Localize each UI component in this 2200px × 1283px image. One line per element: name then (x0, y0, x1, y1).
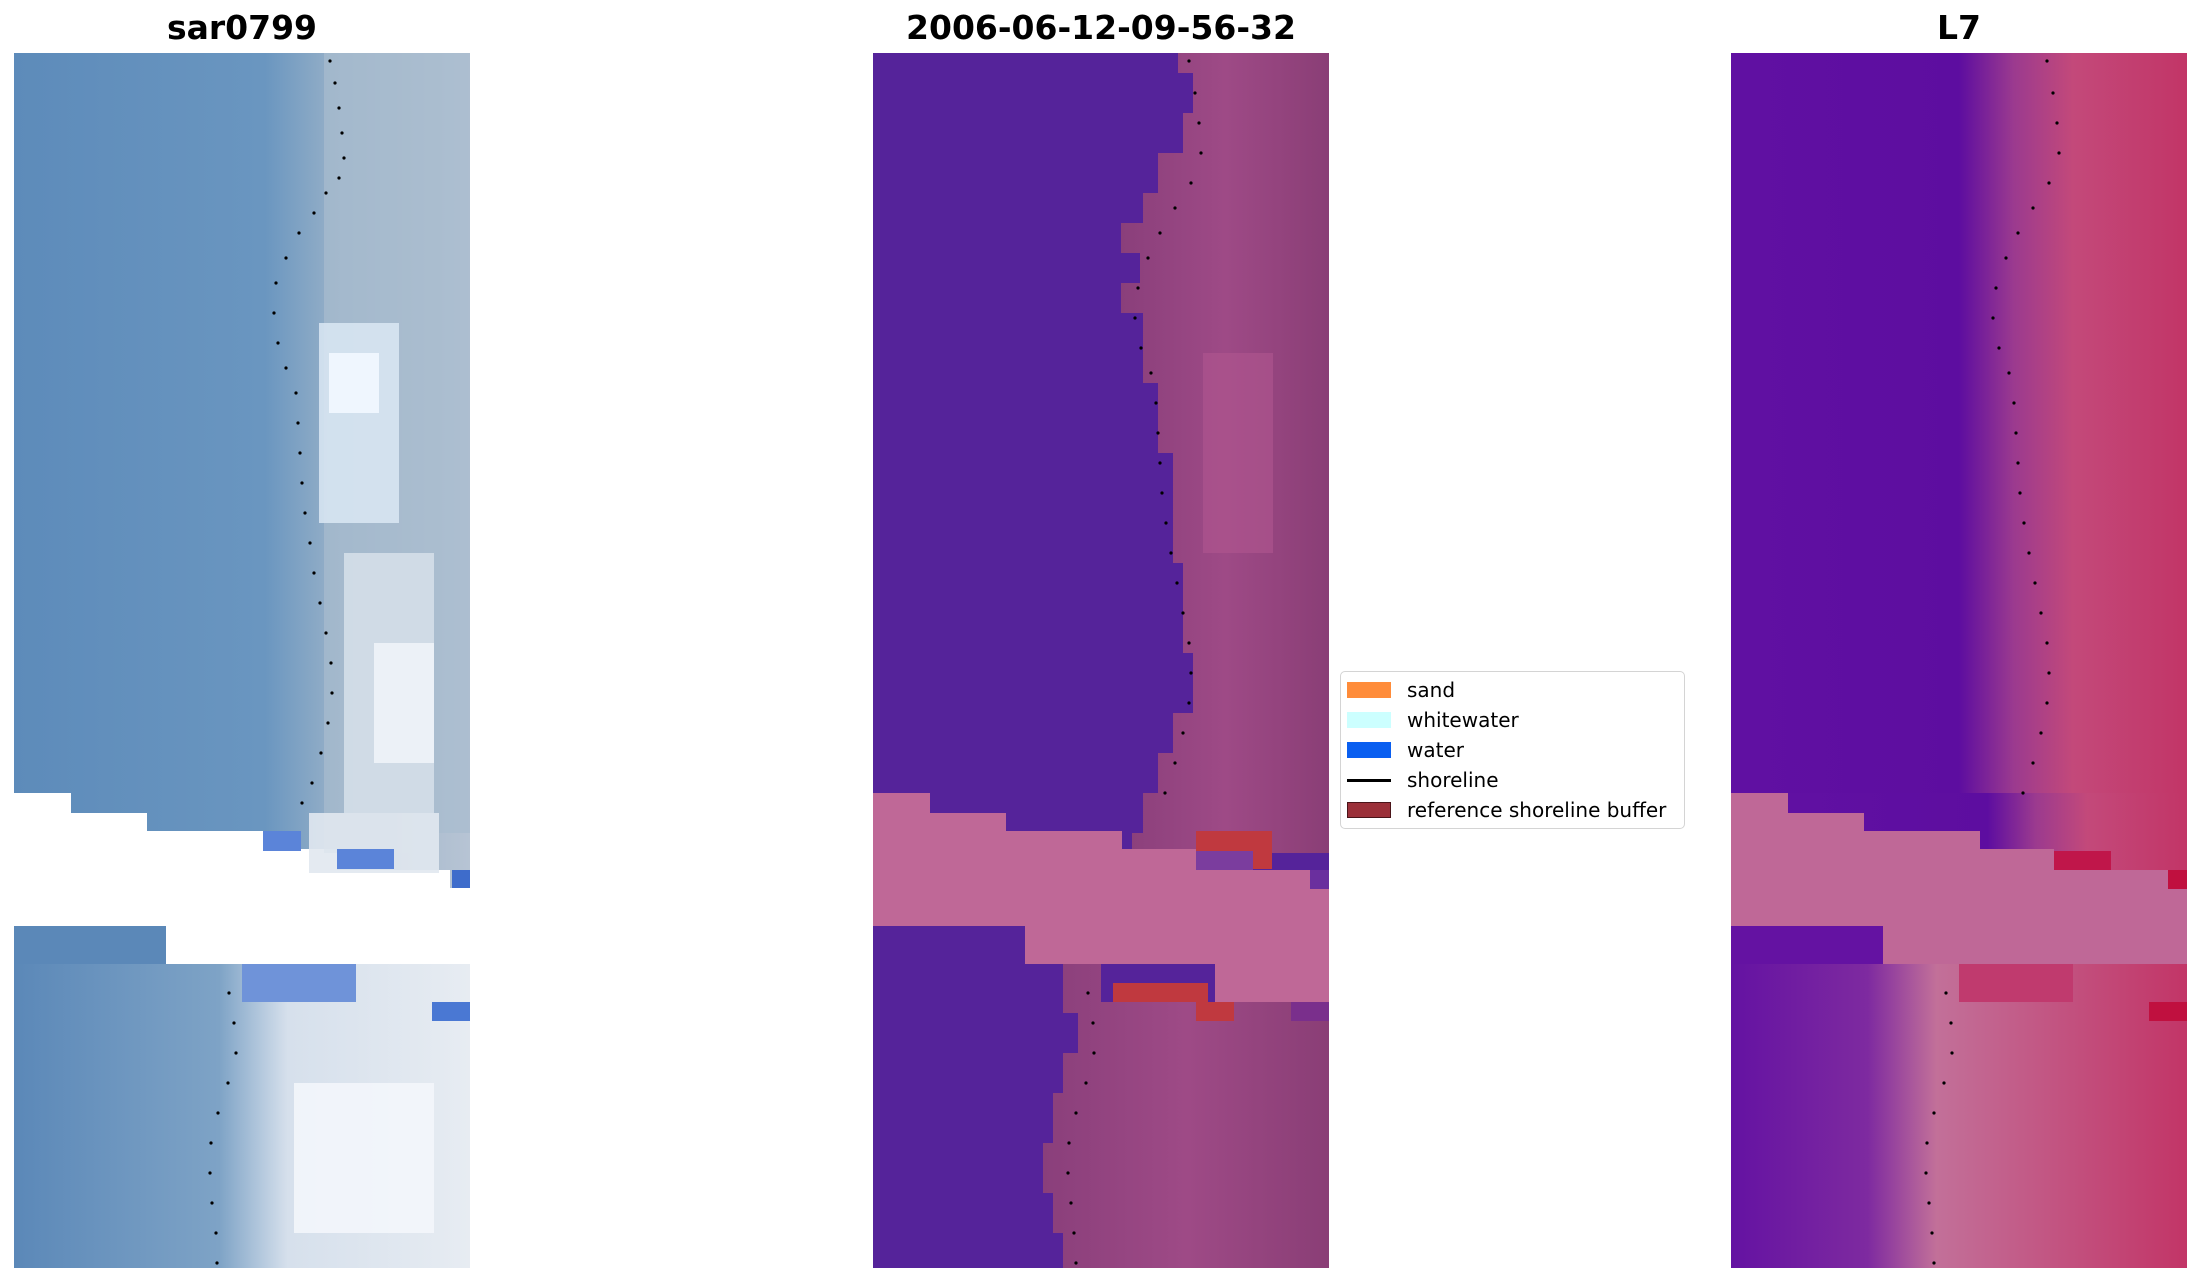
legend-item-water: water (1347, 735, 1464, 765)
reference-buffer-swatch (1347, 802, 1391, 818)
shoreline-line-swatch (1347, 778, 1391, 782)
shoreline-points (1924, 59, 2061, 1265)
title-index-image: L7 (1937, 8, 1981, 47)
classified-image-panel (873, 53, 1329, 1268)
legend-label: water (1407, 738, 1464, 762)
legend-label: reference shoreline buffer (1407, 798, 1667, 822)
nodata-band (873, 793, 1329, 1002)
legend-label: shoreline (1407, 768, 1499, 792)
whitewater-swatch (1347, 712, 1391, 728)
rgb-image (14, 53, 470, 1268)
classified-image (873, 53, 1329, 1268)
legend-label: whitewater (1407, 708, 1519, 732)
title-rgb-image: sar0799 (166, 8, 318, 47)
index-upper (1731, 53, 2187, 793)
legend-item-sand: sand (1347, 675, 1455, 705)
nodata-band (1731, 793, 2187, 1002)
legend-item-shoreline: shoreline (1347, 765, 1499, 795)
index-image-panel (1731, 53, 2187, 1268)
index-image (1731, 53, 2187, 1268)
legend-label: sand (1407, 678, 1456, 702)
sand-swatch (1347, 682, 1391, 698)
legend: sand whitewater water shoreline referenc… (1340, 671, 1685, 829)
shoreline-points (208, 59, 346, 1265)
legend-item-whitewater: whitewater (1347, 705, 1519, 735)
rgb-image-panel (14, 53, 470, 1268)
shoreline-points (1066, 59, 1203, 1265)
legend-item-reference-buffer: reference shoreline buffer (1347, 795, 1666, 825)
water-swatch (1347, 742, 1391, 758)
title-classified-image: 2006-06-12-09-56-32 (906, 8, 1296, 47)
index-lower (1731, 964, 2187, 1268)
